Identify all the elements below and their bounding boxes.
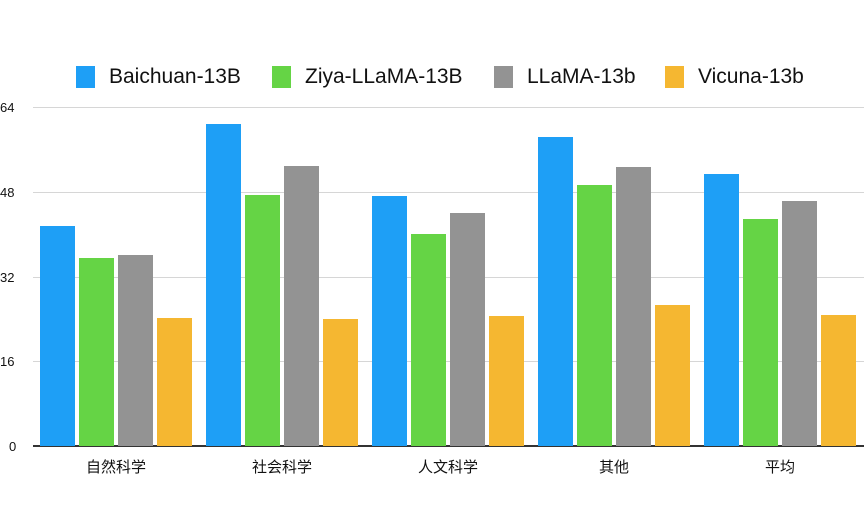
bar-ziya-llama-13b-3	[577, 185, 612, 446]
legend-swatch-llama	[494, 66, 513, 88]
gridline-64	[33, 107, 864, 108]
bar-baichuan-13b-4	[704, 174, 739, 446]
y-tick-label: 48	[0, 185, 15, 200]
y-tick-label: 0	[9, 439, 17, 454]
bar-ziya-llama-13b-1	[245, 195, 280, 446]
legend-label: Baichuan-13B	[109, 65, 241, 88]
legend-label: Vicuna-13b	[698, 65, 804, 88]
bar-baichuan-13b-1	[206, 124, 241, 446]
legend-swatch-ziya	[272, 66, 291, 88]
legend-swatch-baichuan	[76, 66, 95, 88]
chart-legend: Baichuan-13B Ziya-LLaMA-13B LLaMA-13b Vi…	[0, 62, 864, 92]
y-tick-label: 32	[0, 270, 15, 285]
bar-vicuna-13b-3	[655, 305, 690, 446]
legend-label: LLaMA-13b	[527, 65, 636, 88]
legend-item-llama: LLaMA-13b	[494, 62, 636, 92]
bar-llama-13b-4	[782, 201, 817, 446]
gridline-16	[33, 361, 864, 362]
x-tick-label: 其他	[598, 458, 629, 476]
bar-baichuan-13b-3	[538, 137, 573, 446]
x-axis-line	[33, 445, 864, 447]
x-tick-label: 社会科学	[251, 458, 312, 476]
bar-vicuna-13b-0	[157, 318, 192, 446]
gridline-32	[33, 277, 864, 278]
gridline-48	[33, 192, 864, 193]
legend-label: Ziya-LLaMA-13B	[305, 65, 463, 88]
bar-llama-13b-0	[118, 255, 153, 446]
legend-item-ziya: Ziya-LLaMA-13B	[272, 62, 463, 92]
y-tick-label: 16	[0, 354, 15, 369]
legend-item-vicuna: Vicuna-13b	[665, 62, 804, 92]
bar-vicuna-13b-4	[821, 315, 856, 446]
bar-llama-13b-3	[616, 167, 651, 446]
x-tick-label: 人文科学	[417, 458, 478, 476]
legend-item-baichuan: Baichuan-13B	[76, 62, 241, 92]
bar-vicuna-13b-2	[489, 316, 524, 446]
bar-ziya-llama-13b-4	[743, 219, 778, 446]
bar-ziya-llama-13b-0	[79, 258, 114, 446]
legend-swatch-vicuna	[665, 66, 684, 88]
bar-ziya-llama-13b-2	[411, 234, 446, 446]
bar-baichuan-13b-0	[40, 226, 75, 446]
bar-llama-13b-1	[284, 166, 319, 446]
bar-baichuan-13b-2	[372, 196, 407, 446]
x-tick-label: 平均	[764, 458, 795, 476]
bar-vicuna-13b-1	[323, 319, 358, 446]
x-tick-label: 自然科学	[85, 458, 146, 476]
y-tick-label: 64	[0, 100, 15, 115]
bar-llama-13b-2	[450, 213, 485, 446]
